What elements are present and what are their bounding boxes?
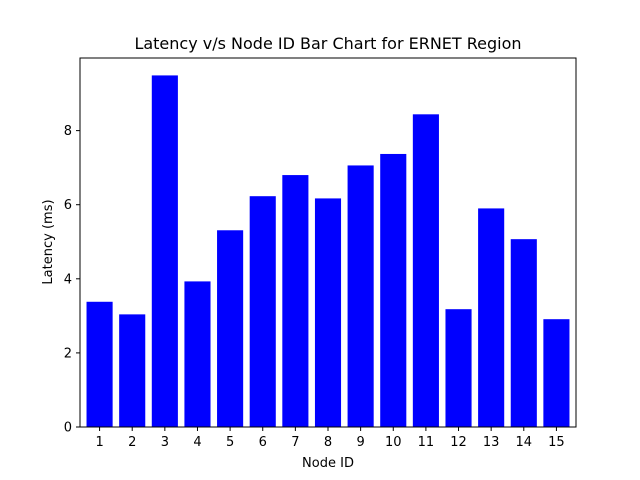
- x-tick-label: 8: [324, 435, 332, 450]
- bar-node-6: [249, 196, 276, 427]
- x-tick-label: 3: [161, 435, 169, 450]
- bar-node-3: [151, 75, 178, 427]
- chart-title: Latency v/s Node ID Bar Chart for ERNET …: [134, 34, 521, 53]
- x-tick-label: 7: [291, 435, 299, 450]
- bar-node-8: [314, 198, 342, 427]
- x-tick-label: 5: [226, 435, 234, 450]
- y-axis-label: Latency (ms): [41, 199, 56, 284]
- y-tick-label: 4: [64, 272, 72, 287]
- x-axis-ticks: 1 2 3 4 5 6 7 8 9 10 11 12 13 14 15: [95, 427, 565, 450]
- x-tick-label: 2: [128, 435, 136, 450]
- bar-node-10: [380, 153, 407, 427]
- x-tick-label: 15: [548, 435, 565, 450]
- bar-node-2: [119, 314, 146, 427]
- x-tick-label: 11: [418, 435, 435, 450]
- y-tick-label: 6: [64, 198, 72, 213]
- x-tick-label: 14: [516, 435, 533, 450]
- x-tick-label: 10: [385, 435, 402, 450]
- bar-node-13: [478, 208, 505, 427]
- x-tick-label: 9: [356, 435, 364, 450]
- x-tick-label: 6: [259, 435, 267, 450]
- y-axis-ticks: 0 2 4 6 8: [64, 124, 80, 436]
- plot-frame: [79, 57, 577, 428]
- x-axis-label: Node ID: [302, 456, 354, 471]
- bar-node-9: [347, 165, 374, 427]
- bar-node-4: [184, 281, 211, 427]
- x-tick-label: 4: [193, 435, 201, 450]
- bar-node-5: [217, 230, 244, 427]
- x-tick-label: 13: [483, 435, 500, 450]
- x-tick-label: 1: [95, 435, 103, 450]
- bar-node-7: [282, 175, 309, 427]
- bar-node-14: [510, 239, 537, 427]
- bar-node-11: [412, 114, 439, 427]
- bars-group: [86, 75, 570, 427]
- bar-node-12: [445, 309, 472, 427]
- y-tick-label: 2: [64, 346, 72, 361]
- y-tick-label: 8: [64, 124, 72, 139]
- bar-node-15: [543, 319, 570, 427]
- x-tick-label: 12: [450, 435, 467, 450]
- y-tick-label: 0: [64, 421, 72, 436]
- bar-node-1: [86, 301, 113, 427]
